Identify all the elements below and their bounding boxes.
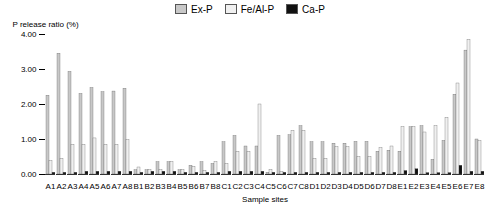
svg-text:C1: C1	[221, 182, 232, 191]
svg-text:B6: B6	[189, 182, 199, 191]
svg-text:A5: A5	[90, 182, 100, 191]
svg-text:2.00: 2.00	[21, 100, 37, 109]
svg-text:E5: E5	[442, 182, 452, 191]
svg-text:B1: B1	[134, 182, 144, 191]
svg-text:B7: B7	[200, 182, 210, 191]
svg-text:B5: B5	[178, 182, 188, 191]
svg-text:1.00: 1.00	[21, 135, 37, 144]
svg-text:A6: A6	[101, 182, 111, 191]
svg-text:C6: C6	[276, 182, 287, 191]
svg-text:C8: C8	[298, 182, 309, 191]
svg-text:A7: A7	[112, 182, 122, 191]
svg-text:B8: B8	[211, 182, 221, 191]
svg-text:A1: A1	[46, 182, 56, 191]
html-text:Ex-P: Ex-P	[191, 3, 213, 15]
svg-text:D2: D2	[320, 182, 331, 191]
svg-text:P release ratio (%): P release ratio (%)	[13, 20, 79, 29]
svg-text:E7: E7	[464, 182, 474, 191]
svg-text:C4: C4	[254, 182, 265, 191]
svg-text:C7: C7	[287, 182, 298, 191]
svg-text:C5: C5	[265, 182, 276, 191]
svg-text:E3: E3	[420, 182, 430, 191]
svg-text:D6: D6	[364, 182, 375, 191]
svg-text:E4: E4	[431, 182, 441, 191]
svg-text:B4: B4	[167, 182, 177, 191]
svg-text:A4: A4	[79, 182, 89, 191]
svg-text:E1: E1	[398, 182, 408, 191]
svg-text:4.00: 4.00	[21, 30, 37, 39]
svg-text:0.00: 0.00	[21, 170, 37, 179]
svg-text:D5: D5	[353, 182, 364, 191]
svg-text:Sample sites: Sample sites	[242, 195, 288, 204]
svg-text:B3: B3	[156, 182, 166, 191]
svg-text:A8: A8	[123, 182, 133, 191]
svg-text:D4: D4	[342, 182, 353, 191]
html-text:Ca-P: Ca-P	[302, 3, 325, 15]
svg-text:E6: E6	[453, 182, 463, 191]
svg-text:D1: D1	[309, 182, 320, 191]
svg-text:D3: D3	[331, 182, 342, 191]
svg-text:D7: D7	[375, 182, 386, 191]
svg-text:3.00: 3.00	[21, 65, 37, 74]
svg-text:A2: A2	[57, 182, 67, 191]
svg-text:C3: C3	[243, 182, 254, 191]
html-text:Fe/Al-P: Fe/Al-P	[240, 3, 275, 15]
svg-text:E8: E8	[475, 182, 485, 191]
svg-text:B2: B2	[145, 182, 155, 191]
svg-text:E2: E2	[409, 182, 419, 191]
svg-text:C2: C2	[232, 182, 243, 191]
svg-text:A3: A3	[68, 182, 78, 191]
svg-text:D8: D8	[386, 182, 397, 191]
